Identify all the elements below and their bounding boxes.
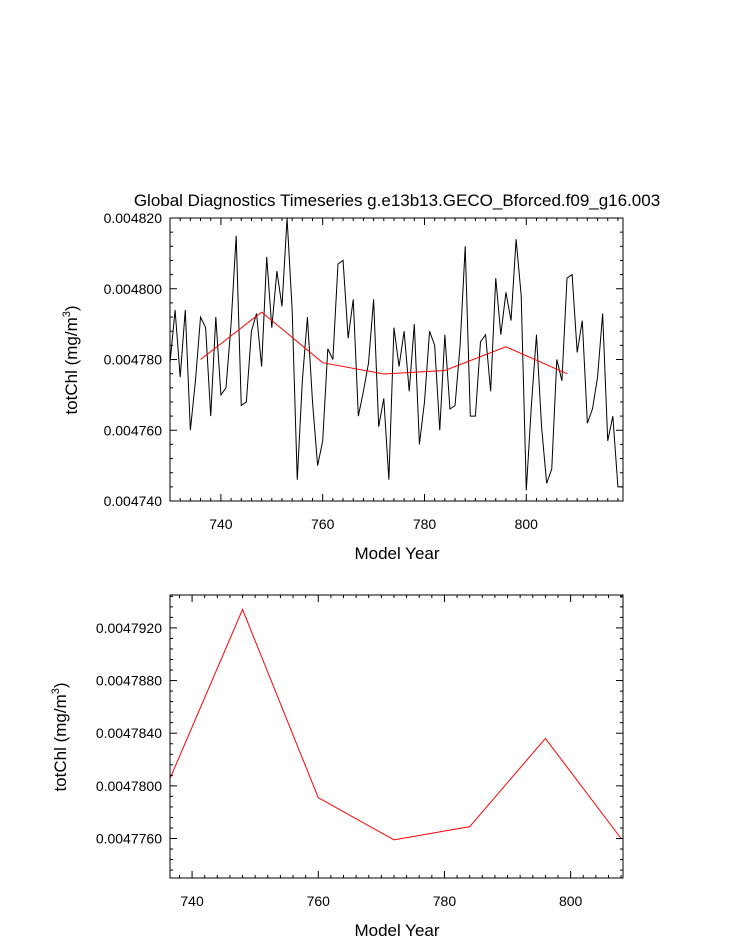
x-tick-label: 760	[307, 893, 331, 909]
x-axis-title: Model Year	[354, 544, 439, 563]
y-tick-label: 0.0047800	[96, 778, 162, 794]
chart-title: Global Diagnostics Timeseries g.e13b13.G…	[134, 191, 660, 210]
y-tick-label: 0.004740	[104, 493, 163, 509]
y-axis-title-text: totChl (mg/m	[51, 694, 70, 791]
y-axis-title-close: )	[62, 305, 81, 311]
series-line-12-year-mean	[170, 608, 622, 841]
y-tick-label: 0.004780	[104, 352, 163, 368]
y-tick-label: 0.004800	[104, 281, 163, 297]
bottom-chart: 740 760 780 800 0.0047760 0.0047800 0.0047840 0…	[50, 594, 624, 940]
y-tick-label: 0.0047760	[96, 831, 162, 847]
x-tick-label: 780	[413, 516, 437, 532]
plot-frame	[169, 217, 624, 502]
x-tick-label: 780	[433, 893, 457, 909]
y-axis-title-sup: 3	[61, 311, 73, 317]
x-tick-label: 760	[311, 516, 335, 532]
y-axis-title: totChl (mg/m3)	[50, 682, 70, 791]
y-axis-title-close: )	[51, 682, 70, 688]
y-axis-title: totChl (mg/m3)	[61, 305, 81, 414]
series-line-annual	[170, 218, 623, 491]
y-tick-label: 0.0047840	[96, 725, 162, 741]
x-tick-label: 740	[209, 516, 233, 532]
y-tick-label: 0.004760	[104, 422, 163, 438]
plot-frame	[169, 594, 624, 879]
y-tick-label: 0.0047920	[96, 620, 162, 636]
y-axis-title-text: totChl (mg/m	[62, 317, 81, 414]
x-tick-label: 800	[559, 893, 583, 909]
x-axis-title: Model Year	[354, 921, 439, 940]
y-tick-label: 0.0047880	[96, 673, 162, 689]
x-tick-label: 800	[515, 516, 539, 532]
series-line-12-year-mean	[200, 311, 568, 375]
x-tick-label: 740	[180, 893, 204, 909]
y-axis-title-sup: 3	[50, 688, 62, 694]
top-chart: Global Diagnostics Timeseries g.e13b13.G…	[61, 191, 660, 563]
y-tick-label: 0.004820	[104, 210, 163, 226]
